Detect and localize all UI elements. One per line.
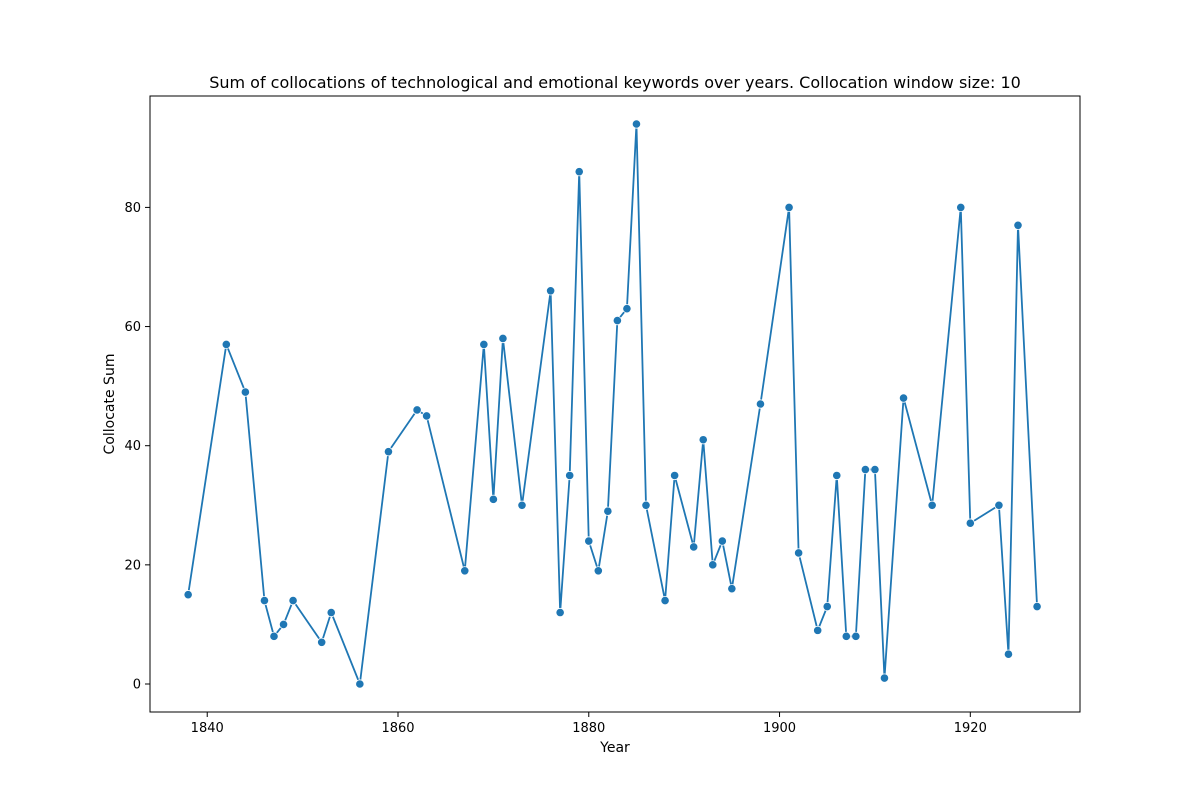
y-tick-label: 80 [124, 201, 141, 216]
data-point [479, 339, 489, 350]
x-tick-label: 1860 [381, 721, 414, 736]
data-point [660, 595, 670, 606]
y-axis: 0 20 40 60 80 [124, 201, 150, 693]
data-point [269, 631, 279, 641]
data-point [460, 566, 470, 576]
chart-title: Sum of collocations of technological and… [209, 73, 1021, 92]
data-point [183, 590, 193, 600]
data-point [927, 500, 937, 510]
data-point [698, 435, 708, 445]
data-point [546, 286, 556, 296]
data-point [822, 601, 832, 612]
data-point [565, 470, 575, 481]
data-point [1032, 601, 1042, 612]
y-tick-label: 20 [124, 558, 141, 573]
data-point [794, 548, 804, 558]
y-axis-label: Collocate Sum [102, 354, 118, 455]
data-point [488, 494, 498, 504]
data-point [593, 566, 603, 576]
data-point [708, 560, 718, 570]
data-point [860, 464, 870, 475]
data-point [1003, 649, 1014, 659]
data-point [259, 595, 270, 606]
data-point [870, 464, 880, 475]
x-tick-label: 1920 [954, 721, 987, 736]
data-point [879, 673, 890, 683]
data-point [288, 595, 298, 606]
data-point [584, 536, 594, 546]
data-point [898, 393, 909, 403]
data-point [841, 631, 851, 641]
data-point [832, 470, 842, 481]
x-tick-label: 1900 [763, 721, 796, 736]
data-point [994, 500, 1004, 510]
data-point [326, 607, 336, 618]
series-group [183, 119, 1042, 689]
data-point [727, 584, 737, 594]
y-tick-label: 60 [124, 320, 141, 335]
x-tick-label: 1840 [191, 721, 224, 736]
y-tick-label: 40 [124, 439, 141, 454]
x-axis: 1840 1860 1880 1900 1920 [191, 712, 987, 736]
data-point [555, 607, 565, 618]
x-tick-label: 1880 [572, 721, 605, 736]
data-point [383, 447, 394, 457]
data-point [612, 315, 622, 326]
data-point [622, 304, 632, 314]
data-point [631, 119, 642, 129]
data-point [422, 411, 432, 421]
data-point [412, 405, 422, 415]
plot-area-frame [149, 95, 1081, 713]
data-point [317, 637, 327, 647]
data-point [355, 679, 365, 689]
data-point [603, 506, 613, 516]
data-point [1013, 220, 1023, 230]
data-point [498, 333, 508, 344]
x-axis-label: Year [599, 740, 630, 756]
data-point [956, 202, 966, 212]
data-point [851, 631, 861, 641]
data-point [574, 167, 584, 177]
data-point [517, 500, 527, 510]
data-point [240, 387, 250, 397]
data-point [965, 518, 975, 528]
data-point [221, 339, 231, 350]
y-tick-label: 0 [133, 678, 141, 693]
data-point [755, 399, 766, 409]
data-point [641, 500, 651, 510]
data-point [784, 202, 794, 212]
data-point [813, 625, 823, 635]
data-point [689, 542, 699, 552]
data-point [717, 536, 727, 546]
data-point [670, 470, 680, 481]
data-point [278, 619, 289, 630]
